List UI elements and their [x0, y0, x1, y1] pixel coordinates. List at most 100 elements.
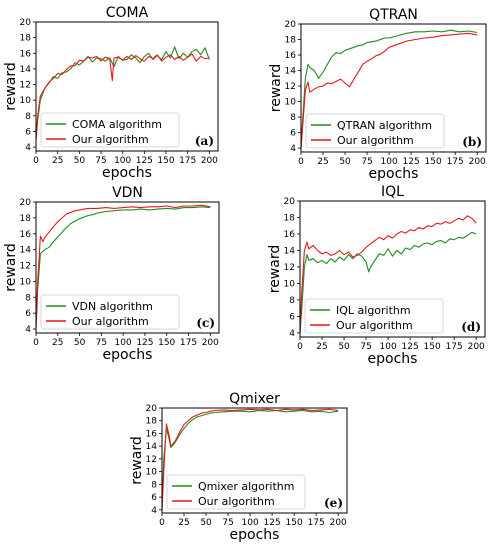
x-tick-label: 150 — [425, 157, 442, 167]
x-tick-label: 75 — [222, 518, 233, 528]
x-tick-label: 200 — [330, 518, 347, 528]
x-tick-label: 125 — [264, 518, 281, 528]
y-tick-label: 6 — [151, 493, 157, 503]
legend-label: QTRAN algorithm — [337, 119, 432, 132]
y-tick-label: 12 — [20, 262, 31, 272]
x-tick-label: 175 — [447, 157, 464, 167]
legend-label: COMA algorithm — [72, 118, 162, 131]
y-tick-label: 8 — [289, 296, 295, 306]
x-tick-label: 50 — [339, 157, 351, 167]
x-tick-label: 25 — [317, 157, 328, 167]
panel-label: (b) — [462, 135, 482, 149]
legend-box — [40, 294, 180, 330]
x-tick-label: 100 — [380, 342, 397, 352]
x-tick-label: 75 — [361, 157, 372, 167]
y-tick-label: 12 — [285, 82, 296, 92]
plot-frame — [161, 407, 348, 514]
chart-panel-coma: 0 25 50 75 100 125 150 175 200 4 6 8 10 12 14 16 18 20 COM… — [3, 5, 219, 181]
x-tick-label: 100 — [115, 338, 132, 348]
x-tick-label: 0 — [297, 342, 303, 352]
chart-title: COMA — [106, 5, 149, 21]
y-tick-label: 20 — [284, 197, 296, 207]
chart-panel-qtran: 0 25 50 75 100 125 150 175 200 4 6 8 10 12 14 16 18 20 QTR… — [268, 7, 487, 182]
x-axis-label: epochs — [103, 347, 153, 363]
x-tick-label: 25 — [178, 518, 189, 528]
y-tick-label: 10 — [20, 277, 32, 287]
panel-label: (d) — [461, 320, 481, 334]
y-tick-label: 10 — [284, 279, 296, 289]
y-tick-label: 16 — [146, 429, 158, 439]
y-tick-label: 14 — [20, 246, 32, 256]
series-line-baseline — [161, 409, 339, 510]
x-tick-label: 125 — [403, 157, 420, 167]
series-line-baseline — [300, 29, 478, 149]
plot-frame — [35, 21, 219, 152]
y-tick-label: 4 — [289, 329, 295, 339]
chart-panel-vdn: 0 25 50 75 100 125 150 175 200 4 6 8 10 12 14 16 18 20 VDN… — [3, 185, 220, 363]
y-tick-label: 14 — [146, 442, 158, 452]
x-tick-label: 0 — [298, 157, 304, 167]
y-tick-label: 18 — [20, 214, 32, 224]
x-axis-label: epochs — [230, 527, 280, 543]
legend-label: Our algorithm — [72, 315, 149, 328]
y-tick-label: 12 — [20, 81, 31, 91]
y-tick-label: 14 — [285, 67, 297, 77]
x-tick-label: 50 — [74, 338, 86, 348]
chart-title: Qmixer — [229, 391, 280, 407]
panel-label: (a) — [195, 134, 214, 148]
x-tick-label: 25 — [316, 342, 327, 352]
legend-label: IQL algorithm — [336, 304, 411, 317]
x-tick-label: 75 — [96, 338, 107, 348]
x-tick-label: 100 — [381, 157, 398, 167]
y-tick-label: 16 — [284, 230, 296, 240]
x-tick-label: 125 — [402, 342, 419, 352]
y-tick-label: 18 — [20, 34, 32, 44]
x-tick-label: 175 — [446, 342, 463, 352]
y-tick-label: 18 — [146, 417, 158, 427]
x-axis-label: epochs — [368, 351, 418, 367]
x-tick-label: 100 — [114, 156, 131, 166]
x-axis-label: epochs — [369, 166, 419, 182]
y-tick-label: 10 — [20, 96, 32, 106]
series-line-ours — [161, 408, 339, 510]
y-tick-label: 18 — [284, 213, 296, 223]
legend-label: Our algorithm — [72, 133, 149, 146]
x-tick-label: 150 — [286, 518, 303, 528]
x-tick-label: 125 — [136, 156, 153, 166]
y-tick-label: 16 — [20, 230, 32, 240]
series-line-ours — [35, 204, 211, 330]
y-tick-label: 4 — [290, 144, 296, 154]
y-axis-label: reward — [3, 243, 19, 292]
y-tick-label: 4 — [25, 325, 31, 335]
y-tick-label: 20 — [20, 198, 32, 208]
y-tick-label: 16 — [20, 49, 32, 59]
chart-title: QTRAN — [369, 7, 418, 23]
x-tick-label: 200 — [468, 342, 485, 352]
x-tick-label: 150 — [424, 342, 441, 352]
legend-label: Our algorithm — [337, 134, 414, 147]
y-tick-label: 4 — [25, 143, 31, 153]
x-tick-label: 0 — [159, 518, 165, 528]
y-axis-label: reward — [268, 64, 284, 113]
x-tick-label: 0 — [33, 156, 39, 166]
panel-label: (c) — [196, 316, 215, 330]
y-tick-label: 14 — [284, 246, 296, 256]
series-line-ours — [300, 32, 478, 149]
legend-box — [305, 113, 445, 149]
y-tick-label: 8 — [151, 480, 157, 490]
y-tick-label: 12 — [146, 455, 157, 465]
y-tick-label: 6 — [290, 129, 296, 139]
chart-title: IQL — [381, 184, 404, 200]
y-tick-label: 8 — [290, 113, 296, 123]
y-tick-label: 20 — [146, 404, 158, 414]
x-tick-label: 125 — [136, 338, 153, 348]
series-line-baseline — [299, 231, 477, 333]
x-tick-label: 200 — [201, 156, 218, 166]
plot-frame — [299, 200, 486, 338]
legend-label: Qmixer algorithm — [198, 480, 294, 493]
legend-label: VDN algorithm — [72, 300, 153, 313]
plot-frame — [35, 201, 220, 334]
y-tick-label: 6 — [25, 127, 31, 137]
y-axis-label: reward — [3, 62, 19, 111]
x-tick-label: 50 — [338, 342, 350, 352]
